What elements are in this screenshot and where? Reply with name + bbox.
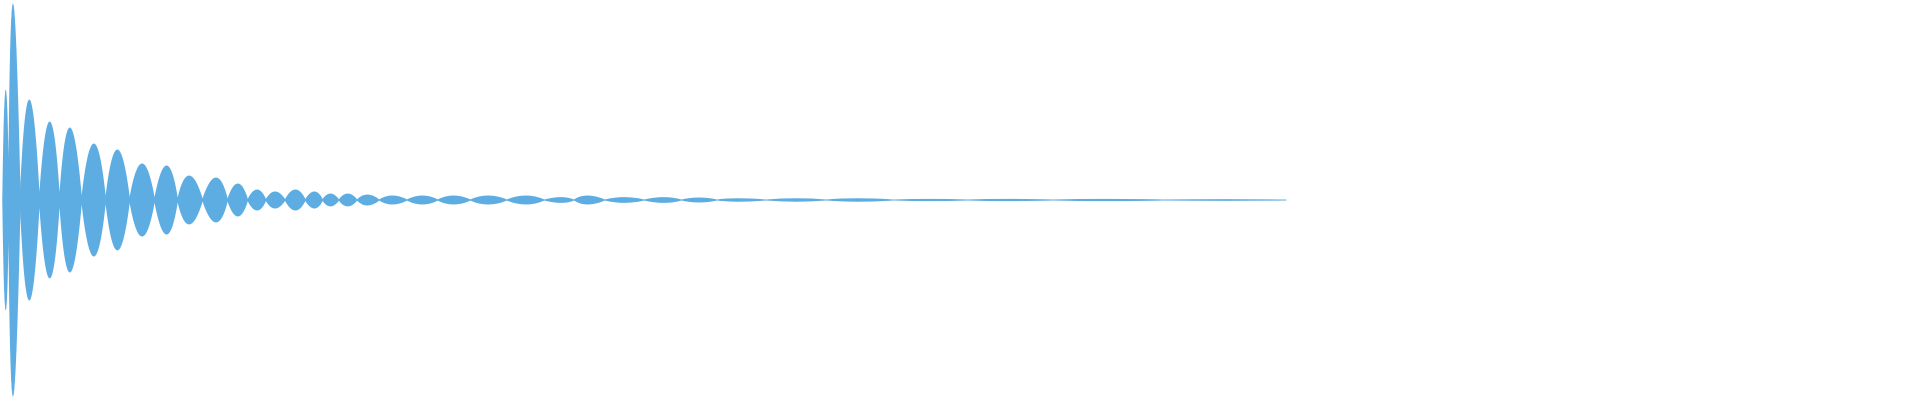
- waveform-lobe: [681, 197, 718, 203]
- waveform-lobe: [1163, 199, 1287, 201]
- waveform-lobe: [826, 198, 894, 202]
- waveform-lobe: [893, 198, 968, 202]
- waveform-lobe: [436, 195, 472, 205]
- waveform-lobe: [8, 3, 21, 397]
- waveform-lobe: [129, 163, 156, 237]
- waveform-lobe: [59, 127, 83, 273]
- waveform-lobe: [177, 175, 204, 225]
- waveform-lobe: [284, 189, 306, 211]
- waveform-lobe: [81, 143, 107, 257]
- waveform-lobe: [542, 197, 576, 203]
- waveform-lobe: [356, 194, 381, 206]
- waveform-lobe: [604, 197, 645, 203]
- waveform-lobe: [644, 197, 684, 203]
- waveform-lobe: [265, 191, 286, 209]
- waveform-lobe: [505, 195, 546, 205]
- waveform-lobe: [766, 198, 827, 202]
- waveform-lobe: [247, 189, 267, 211]
- waveform-lobe: [378, 195, 409, 205]
- waveform-lobe: [154, 165, 179, 235]
- waveform-lobe: [105, 149, 131, 251]
- waveform-lobe: [38, 121, 61, 279]
- waveform-lobe: [19, 99, 40, 301]
- waveform-lobe: [967, 198, 1054, 202]
- waveform-lobe: [338, 193, 358, 207]
- waveform-lobe: [573, 195, 607, 205]
- waveform-lobe: [405, 195, 439, 205]
- waveform-lobe: [226, 183, 249, 217]
- waveform-lobe: [202, 177, 229, 223]
- waveform-lobe: [2, 89, 10, 311]
- waveform-lobe: [469, 195, 509, 205]
- waveform-lobe: [304, 191, 324, 209]
- waveform-lobe: [717, 198, 767, 202]
- waveform-lobe: [321, 193, 340, 207]
- waveform-lobe: [1053, 198, 1164, 202]
